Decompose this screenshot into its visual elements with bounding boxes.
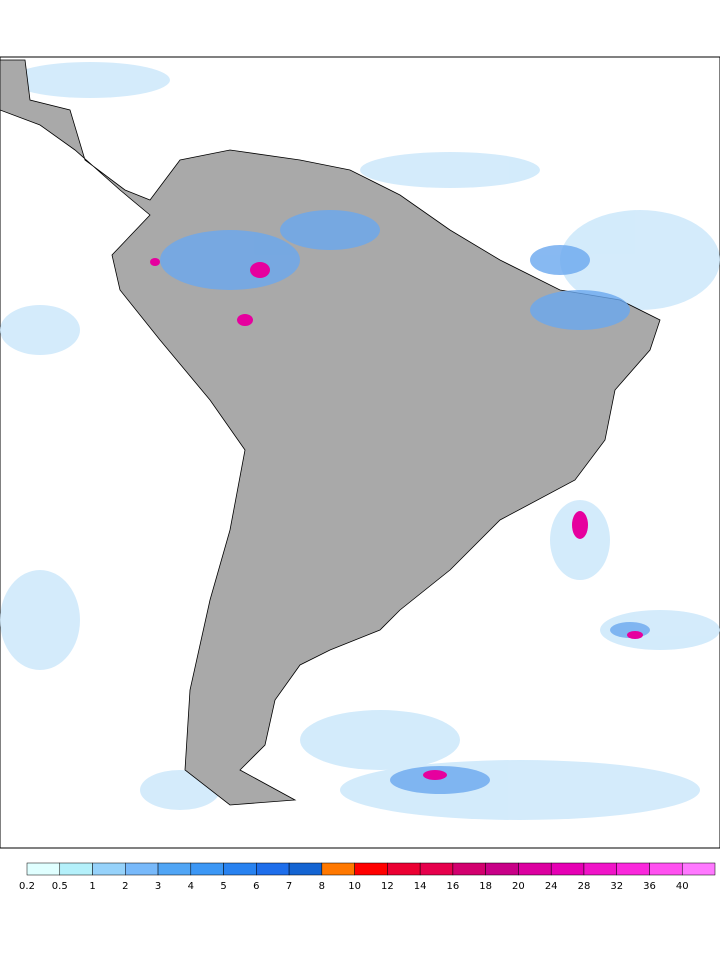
colorbar-box — [223, 862, 257, 876]
land — [0, 59, 661, 806]
colorbar-label: 14 — [414, 881, 427, 892]
precip-heavy — [150, 258, 643, 780]
colorbar-box — [190, 862, 224, 876]
colorbar: 0.2 0.5 1 2 3 4 5 6 7 8 10 12 14 16 18 20 24 28 32 36 40 — [19, 862, 716, 892]
colorbar-label: 36 — [643, 881, 656, 892]
colorbar-box — [649, 862, 683, 876]
colorbar-box — [157, 862, 192, 876]
colorbar-label: 16 — [447, 881, 460, 892]
colorbar-label: 40 — [676, 881, 689, 892]
colorbar-label: 2 — [122, 881, 128, 892]
colorbar-box — [256, 862, 290, 876]
colorbar-label: 12 — [381, 881, 394, 892]
colorbar-box — [616, 862, 650, 876]
colorbar-label: 20 — [512, 881, 525, 892]
colorbar-label: 0.2 — [19, 881, 35, 892]
colorbar-label: 0.5 — [52, 881, 68, 892]
colorbar-box — [583, 862, 617, 876]
colorbar-label: 18 — [479, 881, 492, 892]
colorbar-box — [419, 862, 454, 876]
colorbar-box — [518, 862, 552, 876]
colorbar-label: 7 — [286, 881, 292, 892]
colorbar-box — [92, 862, 126, 876]
colorbar-box — [321, 862, 355, 876]
colorbar-box — [387, 862, 421, 876]
colorbar-label: 5 — [220, 881, 226, 892]
colorbar-box — [354, 862, 388, 876]
colorbar-box — [288, 862, 323, 876]
map — [0, 56, 720, 849]
colorbar-box — [681, 862, 716, 876]
colorbar-box — [485, 862, 519, 876]
precip-moderate — [160, 210, 650, 794]
precip-light — [0, 62, 720, 820]
colorbar-label: 10 — [348, 881, 361, 892]
colorbar-box — [125, 862, 159, 876]
colorbar-label: 32 — [610, 881, 623, 892]
colorbar-box — [59, 862, 93, 876]
colorbar-label: 6 — [253, 881, 259, 892]
colorbar-label: 1 — [89, 881, 95, 892]
colorbar-label: 3 — [155, 881, 161, 892]
colorbar-box — [452, 862, 486, 876]
colorbar-label: 28 — [578, 881, 591, 892]
colorbar-box — [550, 862, 585, 876]
colorbar-label: 4 — [188, 881, 194, 892]
colorbar-label: 24 — [545, 881, 558, 892]
colorbar-label: 8 — [319, 881, 325, 892]
colorbar-box — [26, 862, 61, 876]
